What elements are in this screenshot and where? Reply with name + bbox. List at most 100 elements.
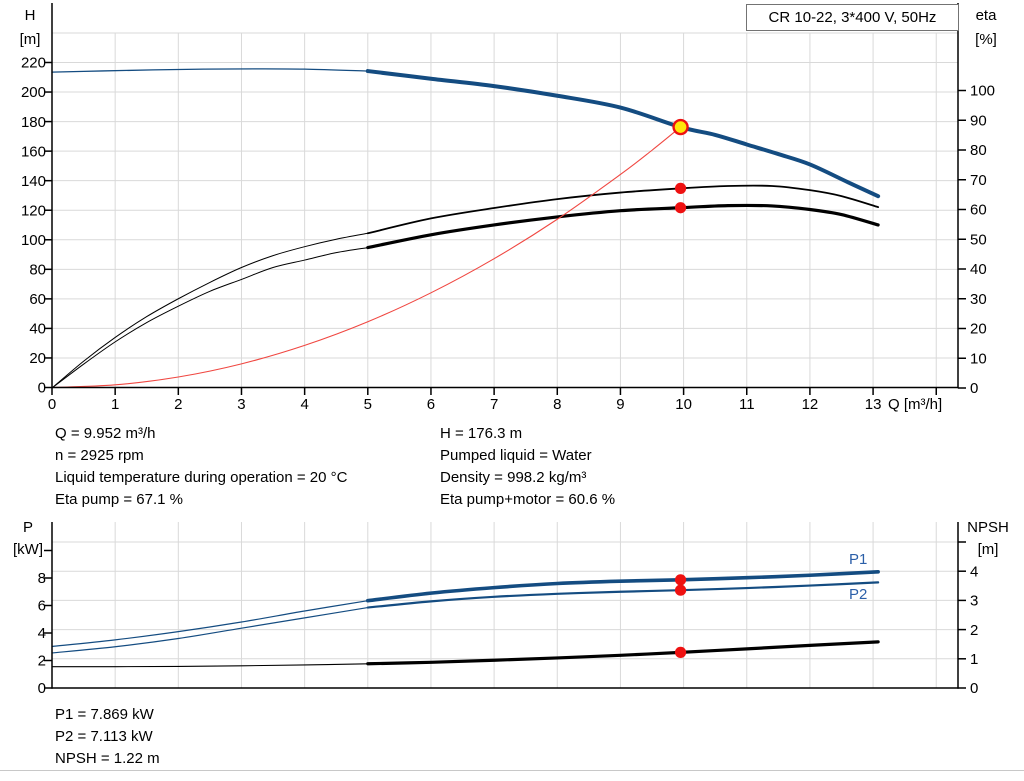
svg-text:0: 0 (38, 380, 46, 397)
svg-text:80: 80 (29, 262, 46, 279)
svg-text:70: 70 (970, 172, 987, 189)
series-h-pump-curve (365, 69, 881, 199)
eta-axis-symbol: eta (975, 7, 997, 24)
svg-text:2: 2 (38, 653, 46, 670)
series-affinity-curve-to-duty-point-thin (51, 126, 682, 389)
info-line-pumped-liquid: Pumped liquid = Water (440, 447, 592, 464)
info-line-q: Q = 9.952 m³/h (55, 425, 156, 442)
top-chart-axes (44, 3, 966, 395)
series-eta-pump-motor-thin (51, 247, 369, 389)
info-line-p1: P1 = 7.869 kW (55, 706, 154, 723)
power-axis-unit: [kW] (13, 541, 43, 558)
svg-text:0: 0 (970, 380, 978, 397)
bottom-chart-axes (44, 522, 966, 689)
power-axis-symbol: P (22, 519, 33, 536)
npsh-axis-symbol: NPSH (967, 519, 1009, 536)
top-chart-series (51, 68, 881, 389)
svg-text:4: 4 (38, 625, 46, 642)
info-line-eta-pump: Eta pump = 67.1 % (55, 491, 183, 508)
power-info: P1 = 7.869 kW P2 = 7.113 kW NPSH = 1.22 … (55, 704, 160, 770)
top-chart-markers (672, 118, 689, 214)
info-line-eta-pump-motor: Eta pump+motor = 60.6 % (440, 491, 616, 508)
svg-text:0: 0 (48, 396, 56, 413)
series-eta-pump-motor (366, 203, 880, 250)
series-p1 (366, 570, 880, 603)
top-chart: 0204060801001201401601802002200102030405… (21, 3, 995, 413)
svg-text:60: 60 (29, 291, 46, 308)
bottom-chart-series (51, 570, 880, 668)
svg-text:0: 0 (38, 680, 46, 697)
info-line-liquid-temp: Liquid temperature during operation = 20… (55, 469, 348, 486)
svg-text:80: 80 (970, 142, 987, 159)
info-line-density: Density = 998.2 kg/m³ (440, 469, 587, 486)
svg-text:180: 180 (21, 114, 46, 131)
svg-text:1: 1 (970, 651, 978, 668)
svg-text:2: 2 (174, 396, 182, 413)
bottom-chart-tick-labels: 0 2 4 6 8 0 1 2 3 4 (38, 563, 979, 697)
svg-text:90: 90 (970, 112, 987, 129)
npsh-axis-unit: [m] (977, 541, 999, 558)
svg-text:40: 40 (29, 321, 46, 338)
svg-text:12: 12 (802, 396, 819, 413)
operating-point-info-left: Q = 9.952 m³/h n = 2925 rpm Liquid tempe… (55, 423, 347, 511)
duty-point-marker[interactable] (672, 118, 689, 136)
series-p1-thin (51, 600, 369, 648)
svg-text:10: 10 (675, 396, 692, 413)
svg-text:1: 1 (111, 396, 119, 413)
svg-text:13: 13 (865, 396, 882, 413)
info-line-head: H = 176.3 m (440, 425, 523, 442)
svg-text:4: 4 (300, 396, 308, 413)
svg-text:6: 6 (38, 598, 46, 615)
info-line-p2: P2 = 7.113 kW (55, 728, 153, 745)
pump-model-box: CR 10-22, 3*400 V, 50Hz (746, 4, 959, 31)
svg-text:140: 140 (21, 173, 46, 190)
head-axis-title: H [m] (12, 4, 48, 52)
svg-text:11: 11 (739, 396, 755, 413)
svg-text:10: 10 (970, 350, 987, 367)
info-line-speed: n = 2925 rpm (55, 447, 144, 464)
head-axis-symbol: H (24, 7, 36, 24)
svg-text:50: 50 (970, 231, 987, 248)
svg-text:160: 160 (21, 143, 46, 160)
npsh-axis-title: NPSH [m] (956, 517, 1020, 561)
p1-curve-label: P1 (849, 551, 868, 568)
svg-text:2: 2 (970, 622, 978, 639)
svg-text:40: 40 (970, 261, 987, 278)
footer-divider (0, 770, 1024, 771)
svg-text:9: 9 (616, 396, 624, 413)
p2-curve-label: P2 (849, 586, 868, 603)
series-p2 (366, 581, 880, 609)
top-chart-grid (52, 32, 958, 388)
bottom-chart-markers (674, 574, 687, 658)
power-axis-title: P [kW] (6, 517, 50, 561)
svg-text:60: 60 (970, 202, 987, 219)
svg-text:5: 5 (364, 396, 372, 413)
svg-text:200: 200 (21, 84, 46, 101)
svg-text:8: 8 (38, 570, 46, 587)
svg-text:30: 30 (970, 291, 987, 308)
series-p2-thin (51, 606, 369, 654)
operating-point-dot (674, 202, 687, 214)
flow-axis-unit-label: Q [m³/h] (888, 396, 943, 413)
svg-text:120: 120 (21, 202, 46, 219)
svg-text:20: 20 (970, 321, 987, 338)
head-axis-unit: [m] (19, 31, 41, 48)
eta-axis-title: eta [%] (962, 4, 1010, 52)
svg-text:0: 0 (970, 680, 978, 697)
svg-text:220: 220 (21, 55, 46, 72)
svg-text:3: 3 (970, 593, 978, 610)
series-npsh-thin (51, 663, 369, 668)
svg-text:3: 3 (237, 396, 245, 413)
series-eta-pump-thin (51, 232, 369, 389)
operating-point-dot (674, 182, 687, 194)
svg-text:4: 4 (970, 563, 978, 580)
svg-text:20: 20 (29, 350, 46, 367)
series-npsh (366, 640, 880, 666)
info-line-npsh: NPSH = 1.22 m (55, 750, 160, 767)
bottom-chart-grid (52, 522, 958, 688)
series-h-pump-curve-thin (51, 68, 369, 73)
operating-point-dot (674, 574, 687, 586)
operating-point-dot (674, 646, 687, 658)
